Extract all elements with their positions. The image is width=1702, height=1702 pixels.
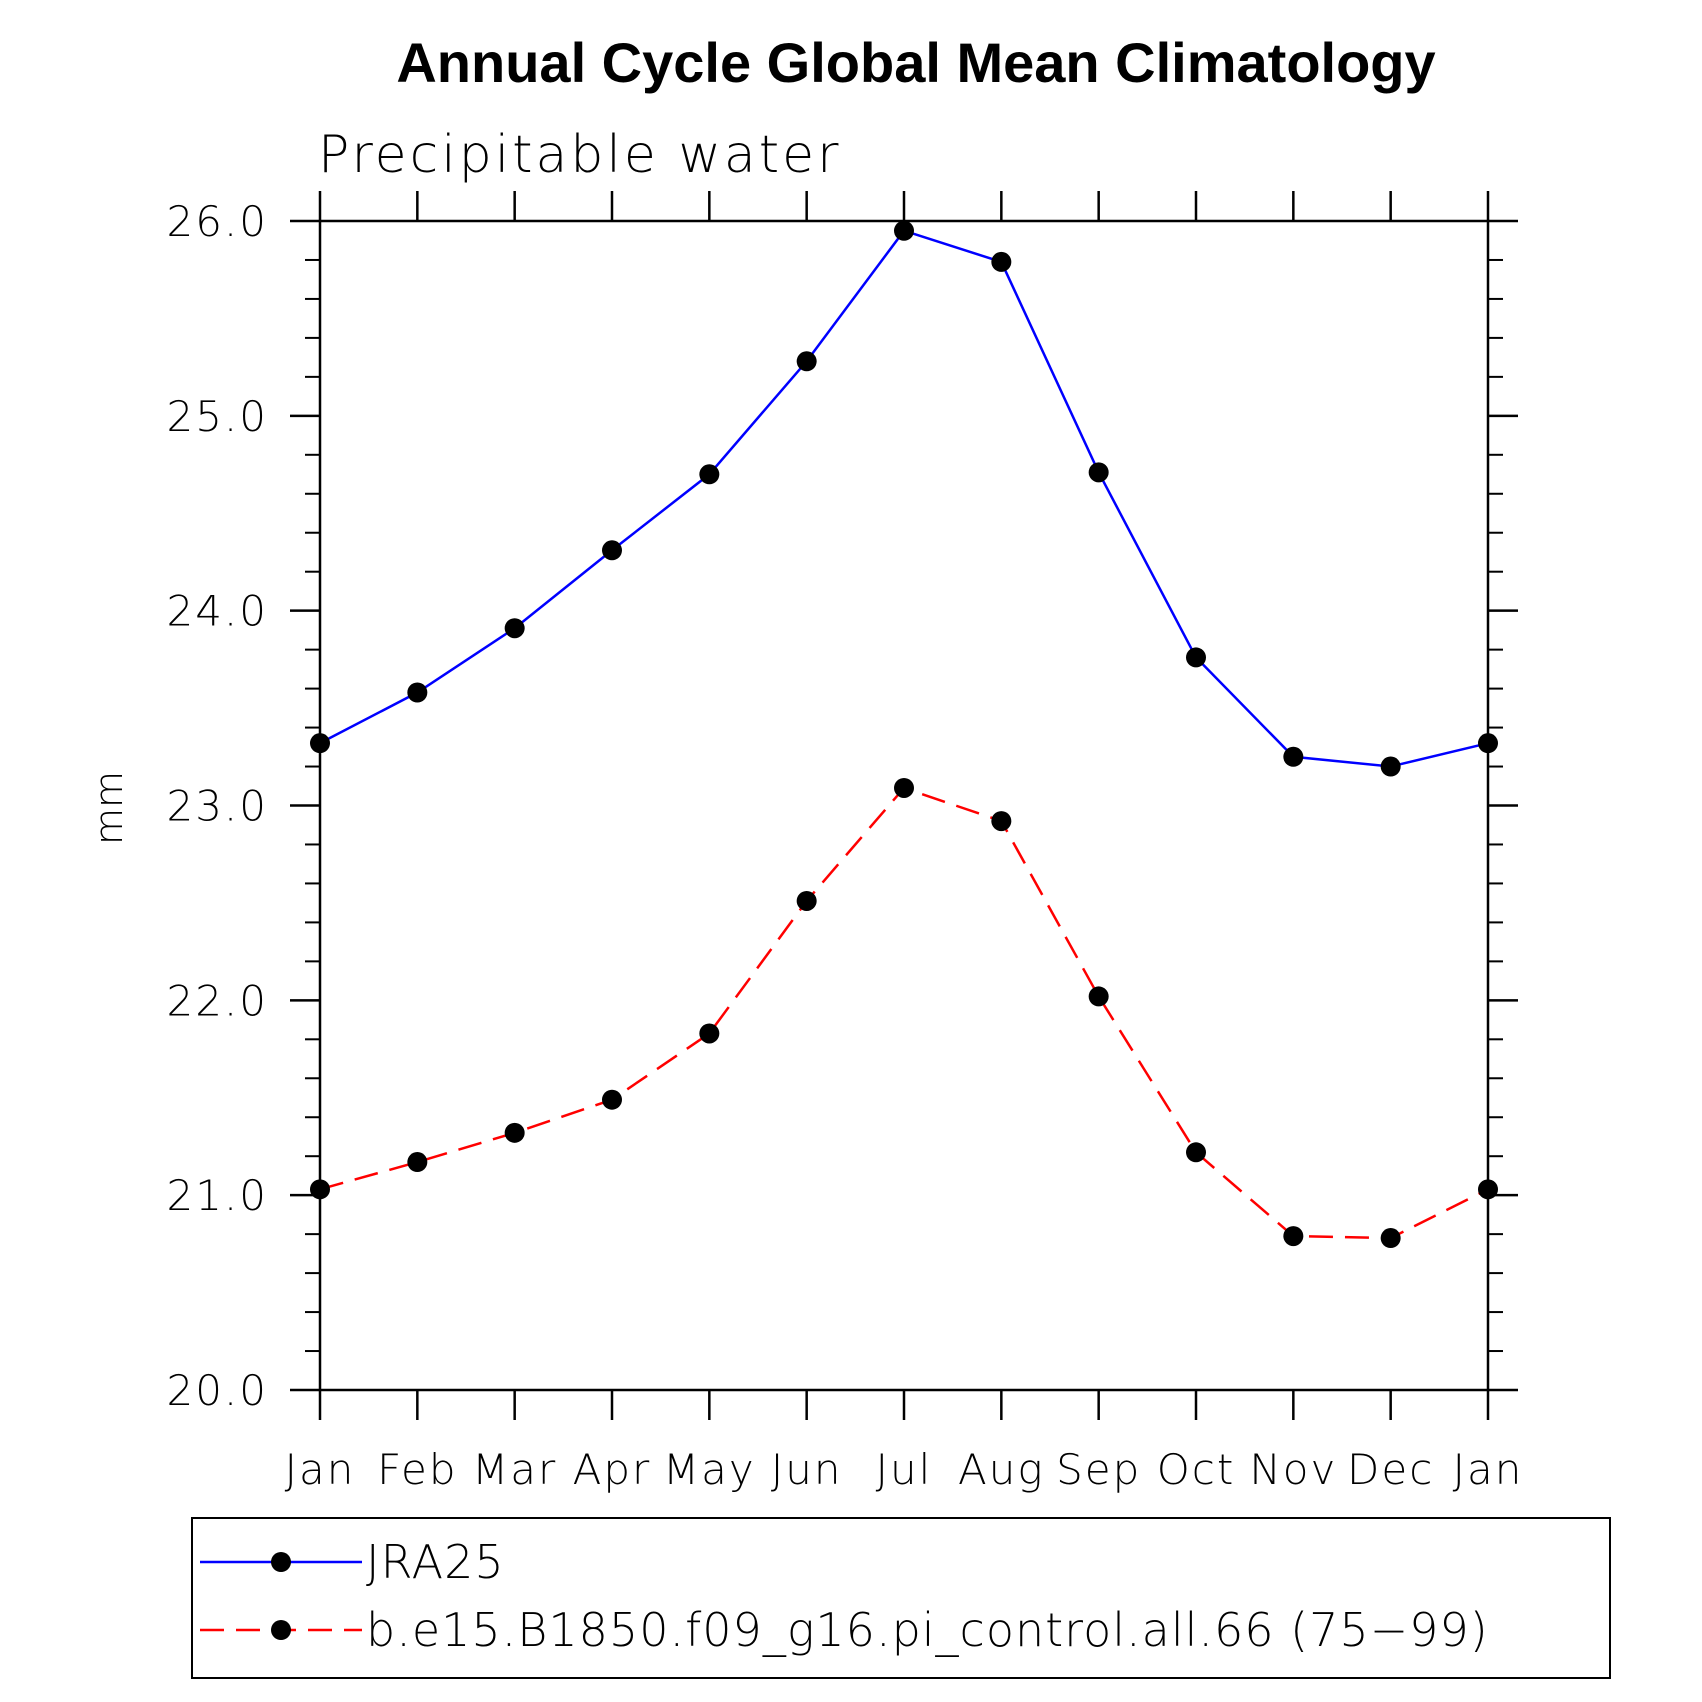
data-point [894,220,914,241]
chart-subtitle: Precipitable water [318,125,842,185]
legend-marker-0 [271,1552,291,1572]
series-1 [310,777,1498,1249]
x-tick-label-feb: Feb [377,1445,457,1494]
data-point [1186,647,1206,668]
series-line-1 [319,786,1489,1240]
x-tick-label-dec: Dec [1347,1445,1434,1494]
x-tick-label-jan: Jan [285,1445,356,1494]
x-tick-label-jan: Jan [1453,1445,1524,1494]
data-point [407,1152,428,1173]
data-point [504,1122,525,1143]
legend-marker-1 [271,1620,291,1640]
y-tick-label: 23.0 [166,782,268,831]
data-point [699,464,720,485]
x-tick-label-jun: Jun [771,1445,843,1494]
data-point [1380,756,1401,777]
y-tick-label: 26.0 [166,197,268,246]
y-tick-label: 24.0 [166,587,268,636]
data-point [602,1089,622,1110]
y-tick-label: 20.0 [166,1366,268,1415]
x-tick-label-sep: Sep [1056,1445,1141,1494]
data-point [310,733,330,754]
y-tick-label: 25.0 [166,392,268,441]
legend-label-0: JRA25 [366,1535,505,1589]
x-tick-label-jul: Jul [876,1445,933,1494]
data-point [1478,1179,1498,1200]
plot-frame [318,219,1490,1392]
data-point [1478,733,1498,754]
x-tick-label-aug: Aug [958,1445,1045,1494]
data-point [1283,1226,1304,1247]
x-tick-label-mar: Mar [472,1445,557,1494]
legend-label-1: b.e15.B1850.f09_g16.pi_control.all.66 (7… [366,1603,1489,1657]
data-point [991,251,1012,272]
data-point [991,811,1012,832]
data-point [602,540,622,561]
y-axis-label: mm [87,771,131,845]
x-tick-label-apr: Apr [573,1445,652,1494]
data-point [1186,1142,1206,1163]
x-tick-label-nov: Nov [1249,1445,1337,1494]
data-point [796,890,817,911]
data-point [1380,1228,1401,1249]
legend: JRA25 b.e15.B1850.f09_g16.pi_control.all.… [191,1517,1611,1679]
series-0 [310,220,1498,777]
data-point [699,1023,720,1044]
legend-box [191,1517,1611,1679]
data-point [407,682,428,703]
data-point [310,1179,330,1200]
y-tick-label: 22.0 [166,976,268,1025]
chart-title: Annual Cycle Global Mean Climatology [396,31,1435,94]
data-point [894,777,914,798]
data-point [1088,462,1109,483]
data-point [504,618,525,639]
x-tick-label-oct: Oct [1157,1445,1236,1494]
data-point [1088,986,1109,1007]
plot-axes: 20.0 21.0 22.0 23.0 24.0 25.0 26.0 Jan Feb Mar Apr… [166,191,1524,1494]
series-layer [310,220,1498,1249]
x-tick-label-may: May [663,1445,756,1494]
data-point [796,351,817,372]
data-point [1283,746,1304,767]
series-line-0 [319,229,1489,768]
y-tick-label: 21.0 [166,1171,268,1220]
